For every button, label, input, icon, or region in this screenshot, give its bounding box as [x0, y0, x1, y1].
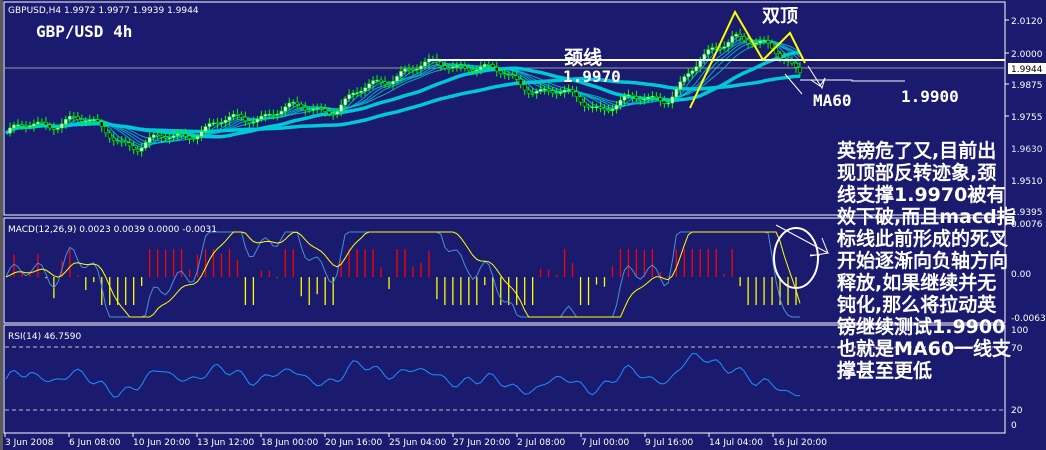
rsi-line — [5, 352, 801, 398]
svg-text:10 Jun 20:00: 10 Jun 20:00 — [133, 438, 190, 448]
annotation-line: 线支撑1.9970被有 — [837, 184, 1006, 206]
svg-text:20 Jun 16:00: 20 Jun 16:00 — [325, 438, 382, 448]
macd-histogram — [5, 231, 801, 318]
annotation-line: 钝化,那么将拉动英 — [837, 294, 997, 316]
annotation-line: 释放,如果继续并无 — [837, 272, 997, 294]
chart-title: GBP/USD 4h — [36, 22, 132, 41]
analysis-annotation: 英镑危了又,目前出 现顶部反转迹象,颈 线支撑1.9970被有 效下破,而且ma… — [837, 140, 1046, 382]
svg-text:25 Jun 04:00: 25 Jun 04:00 — [389, 438, 446, 448]
svg-text:20: 20 — [1011, 406, 1023, 416]
svg-text:27 Jun 20:00: 27 Jun 20:00 — [453, 438, 510, 448]
candlesticks — [8, 28, 802, 157]
annotation-line: 开始逐渐向负轴方向 — [837, 250, 1009, 272]
macd-axis: 0.0076 0.00 -0.0063 — [1011, 220, 1046, 324]
svg-text:1.9944: 1.9944 — [1011, 65, 1043, 75]
svg-text:14 Jul 04:00: 14 Jul 04:00 — [709, 438, 763, 448]
svg-text:1.9395: 1.9395 — [1011, 208, 1043, 218]
annotation-line: 标线此前形成的死叉 — [837, 228, 1009, 250]
svg-text:0.0076: 0.0076 — [1011, 220, 1043, 230]
svg-text:2 Jul 08:00: 2 Jul 08:00 — [517, 438, 566, 448]
svg-text:7 Jul 00:00: 7 Jul 00:00 — [581, 438, 630, 448]
support-line — [800, 79, 905, 82]
highlight-circle — [773, 227, 819, 289]
rsi-axis: 100 70 20 0 — [1011, 326, 1028, 431]
neckline-label: 颈线 — [564, 46, 602, 69]
annotation-line: 镑继续测试1.9900 — [837, 316, 1006, 338]
support-value-label: 1.9900 — [901, 87, 959, 106]
svg-text:1.9510: 1.9510 — [1011, 177, 1043, 187]
svg-text:1.9875: 1.9875 — [1011, 81, 1043, 91]
time-axis: 3 Jun 2008 6 Jun 08:00 10 Jun 20:00 13 Jun … — [4, 432, 1005, 448]
annotation-line: 撑甚至更低 — [837, 360, 933, 382]
moving-average-ribbon — [5, 35, 801, 151]
svg-text:-0.0063: -0.0063 — [1011, 314, 1046, 324]
svg-text:18 Jun 00:00: 18 Jun 00:00 — [261, 438, 318, 448]
svg-text:9 Jul 16:00: 9 Jul 16:00 — [645, 438, 694, 448]
svg-text:16 Jul 20:00: 16 Jul 20:00 — [773, 438, 827, 448]
ma60-label: MA60 — [813, 91, 852, 110]
ma60-pointer — [784, 73, 803, 95]
down-arrow-icon — [807, 65, 826, 90]
svg-text:3 Jun 2008: 3 Jun 2008 — [5, 438, 54, 448]
svg-text:2.0000: 2.0000 — [1011, 50, 1043, 60]
svg-text:1.9630: 1.9630 — [1011, 145, 1043, 155]
annotation-line: 效下破,而且macd指 — [837, 206, 1016, 228]
main-price-panel[interactable]: GBPUSD,H4 1.9972 1.9977 1.9939 1.9944 GB… — [3, 1, 1006, 216]
svg-text:13 Jun 12:00: 13 Jun 12:00 — [197, 438, 254, 448]
macd-info: MACD(12,26,9) 0.0023 0.0039 0.0000 -0.00… — [8, 225, 217, 235]
price-axis: 2.0120 2.0000 1.9875 1.9755 1.9630 1.951… — [1005, 17, 1046, 218]
neckline-value: 1.9970 — [563, 67, 621, 86]
annotation-line: 英镑危了又,目前出 — [837, 140, 997, 162]
double-top-label: 双顶 — [762, 6, 798, 27]
svg-text:100: 100 — [1011, 326, 1028, 336]
svg-text:1.9755: 1.9755 — [1011, 113, 1043, 123]
svg-text:70: 70 — [1011, 344, 1023, 354]
symbol-info: GBPUSD,H4 1.9972 1.9977 1.9939 1.9944 — [8, 6, 199, 16]
macd-arrow-icon — [775, 224, 829, 257]
rsi-info: RSI(14) 46.7590 — [8, 332, 81, 342]
svg-text:2.0120: 2.0120 — [1011, 17, 1043, 27]
svg-text:0.00: 0.00 — [1011, 270, 1031, 280]
double-top-pattern — [689, 9, 806, 109]
svg-text:0: 0 — [1011, 421, 1017, 431]
annotation-line: 现顶部反转迹象,颈 — [837, 162, 997, 184]
svg-text:6 Jun 08:00: 6 Jun 08:00 — [69, 438, 121, 448]
current-price-tag — [1008, 63, 1046, 74]
macd-panel[interactable]: MACD(12,26,9) 0.0023 0.0039 0.0000 -0.00… — [3, 217, 1006, 324]
annotation-line: 也就是MA60一线支 — [837, 338, 1012, 360]
